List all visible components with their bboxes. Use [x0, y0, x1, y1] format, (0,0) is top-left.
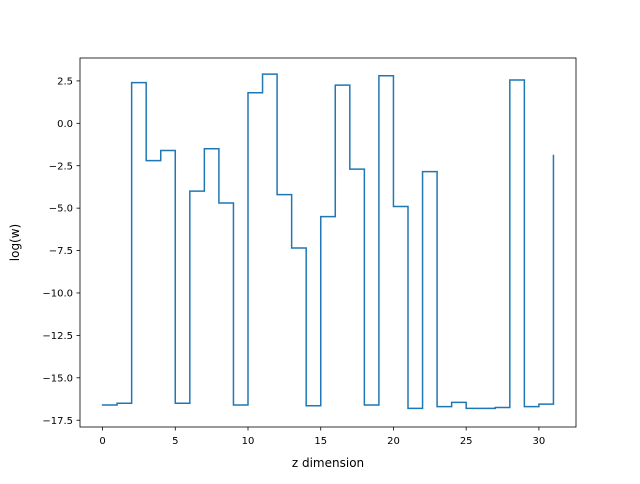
x-tick-label: 25 — [460, 436, 473, 447]
y-tick-label: −17.5 — [42, 416, 73, 427]
y-tick-label: −5.0 — [49, 204, 73, 215]
x-axis-label: z dimension — [292, 456, 364, 470]
series-line — [101, 73, 555, 410]
y-axis-label: log(w) — [8, 224, 22, 261]
x-tick-label: 15 — [314, 436, 327, 447]
y-tick-label: 0.0 — [57, 119, 73, 130]
x-tick-label: 30 — [533, 436, 546, 447]
x-tick-label: 5 — [172, 436, 178, 447]
y-tick-label: −15.0 — [42, 373, 73, 384]
y-tick-label: −2.5 — [49, 161, 73, 172]
x-tick-label: 0 — [99, 436, 105, 447]
x-tick-label: 10 — [242, 436, 255, 447]
axes-frame — [79, 57, 577, 428]
y-tick-label: 2.5 — [57, 77, 73, 88]
y-tick-label: −10.0 — [42, 289, 73, 300]
y-tick-label: −7.5 — [49, 246, 73, 257]
x-tick-label: 20 — [387, 436, 400, 447]
y-tick-label: −12.5 — [42, 331, 73, 342]
